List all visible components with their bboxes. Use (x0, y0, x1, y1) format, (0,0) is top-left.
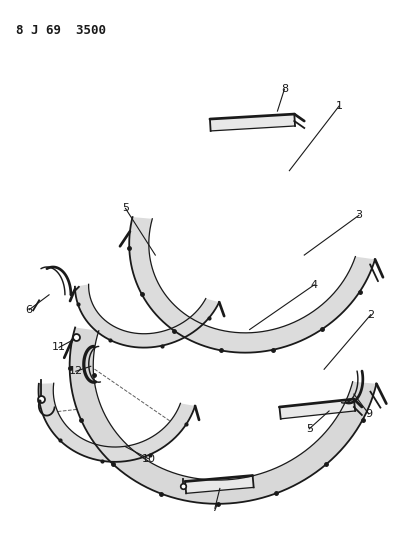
Text: 1: 1 (335, 101, 343, 111)
Text: 8: 8 (281, 84, 288, 94)
Polygon shape (75, 284, 219, 348)
Text: 9: 9 (365, 409, 372, 419)
Text: 12: 12 (69, 366, 83, 376)
Text: 3: 3 (355, 211, 362, 220)
Text: 7: 7 (211, 503, 218, 513)
Polygon shape (39, 383, 195, 462)
Text: 8 J 69  3500: 8 J 69 3500 (16, 23, 106, 37)
Text: 5: 5 (122, 204, 129, 213)
Text: 5: 5 (306, 424, 313, 434)
Text: 11: 11 (52, 342, 66, 352)
Text: 4: 4 (310, 280, 318, 290)
Text: 2: 2 (367, 310, 374, 320)
Text: 10: 10 (141, 454, 155, 464)
Polygon shape (210, 114, 295, 131)
Polygon shape (69, 327, 376, 504)
Polygon shape (185, 475, 254, 494)
Text: 6: 6 (26, 305, 33, 314)
Polygon shape (279, 399, 355, 419)
Polygon shape (129, 217, 375, 353)
